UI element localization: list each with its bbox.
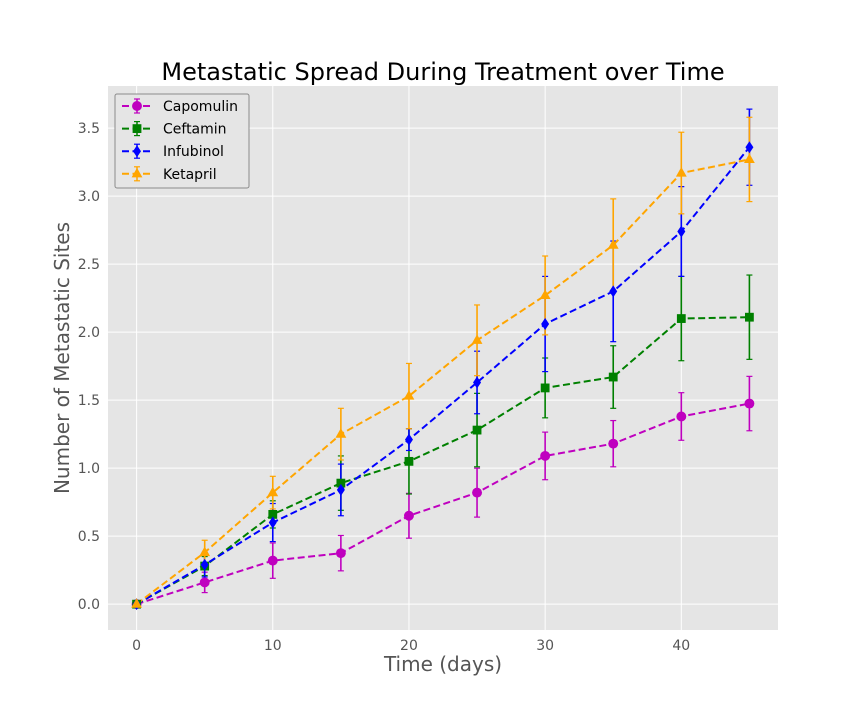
legend-label-infubinol: Infubinol (163, 144, 224, 160)
infubinol-point (200, 558, 209, 571)
capomulin-point (403, 510, 414, 521)
ketapril-point (675, 167, 687, 177)
y-tick-label: 2.5 (78, 257, 100, 273)
series-lines (135, 146, 751, 606)
infubinol-point (268, 516, 277, 529)
infubinol-line (136, 146, 751, 606)
ketapril-point (199, 546, 211, 557)
ketapril-point (403, 390, 415, 400)
legend-label-ketapril: Ketapril (163, 167, 217, 183)
legend-marker-ceftamin (132, 124, 142, 133)
ketapril-point (267, 486, 279, 497)
ketapril-line (135, 158, 750, 605)
infubinol-point (336, 483, 345, 496)
ceftamin-point (745, 312, 754, 322)
series-markers (131, 141, 755, 611)
x-tick-label: 20 (400, 638, 418, 654)
y-tick-label: 0.0 (78, 597, 100, 613)
ketapril-point (607, 239, 619, 249)
x-tick-labels: 0 10 20 30 40 (132, 638, 690, 654)
infubinol-point (404, 433, 413, 446)
ceftamin-point (404, 456, 414, 466)
y-tick-label: 2.0 (78, 325, 100, 341)
ketapril-point (539, 289, 551, 300)
y-tick-label: 0.5 (78, 529, 100, 545)
legend-box (114, 93, 250, 189)
error-bars (201, 108, 753, 594)
y-tick-label: 1.5 (78, 393, 100, 409)
y-tick-labels: 0.0 0.5 1.0 1.5 2.0 2.5 3.0 3.5 (78, 121, 100, 613)
capomulin-point (335, 548, 346, 559)
y-tick-label: 3.0 (78, 189, 100, 205)
legend: Capomulin Ceftamin Infubinol Ketapril (114, 93, 250, 189)
chart-title: Metastatic Spread During Treatment over … (161, 58, 724, 86)
legend-marker-capomulin (132, 101, 142, 111)
capomulin-point (199, 577, 210, 588)
ketapril-point (131, 598, 142, 608)
x-axis-label: Time (days) (383, 652, 502, 676)
infubinol-point (745, 141, 754, 154)
legend-marker-infubinol (133, 145, 141, 158)
infubinol-point (609, 285, 618, 298)
infubinol-point (473, 376, 482, 389)
ceftamin-point (608, 372, 618, 382)
legend-marker-ketapril (131, 167, 143, 178)
capomulin-point (472, 487, 483, 498)
infubinol-point (541, 318, 550, 330)
x-tick-label: 10 (264, 638, 282, 654)
capomulin-point (267, 555, 278, 566)
ceftamin-point (676, 314, 686, 323)
ceftamin-point (268, 510, 278, 519)
ketapril-point (335, 428, 347, 438)
capomulin-point (608, 438, 619, 449)
ceftamin-line (136, 316, 750, 606)
capomulin-point (676, 411, 687, 422)
y-tick-label: 1.0 (78, 461, 100, 477)
ceftamin-point (336, 478, 346, 488)
legend-label-capomulin: Capomulin (163, 99, 238, 115)
capomulin-line (136, 402, 750, 606)
ketapril-point (471, 334, 483, 344)
x-tick-label: 0 (132, 638, 141, 654)
ketapril-point (744, 153, 755, 164)
ceftamin-point (472, 425, 482, 435)
y-axis-label: Number of Metastatic Sites (50, 222, 74, 494)
legend-label-ceftamin: Ceftamin (163, 122, 227, 138)
y-tick-label: 3.5 (78, 121, 100, 137)
ceftamin-point (540, 383, 550, 393)
x-tick-label: 40 (672, 638, 690, 654)
capomulin-point (744, 398, 755, 409)
x-tick-label: 30 (536, 638, 554, 654)
infubinol-point (677, 225, 686, 238)
capomulin-point (540, 450, 551, 461)
